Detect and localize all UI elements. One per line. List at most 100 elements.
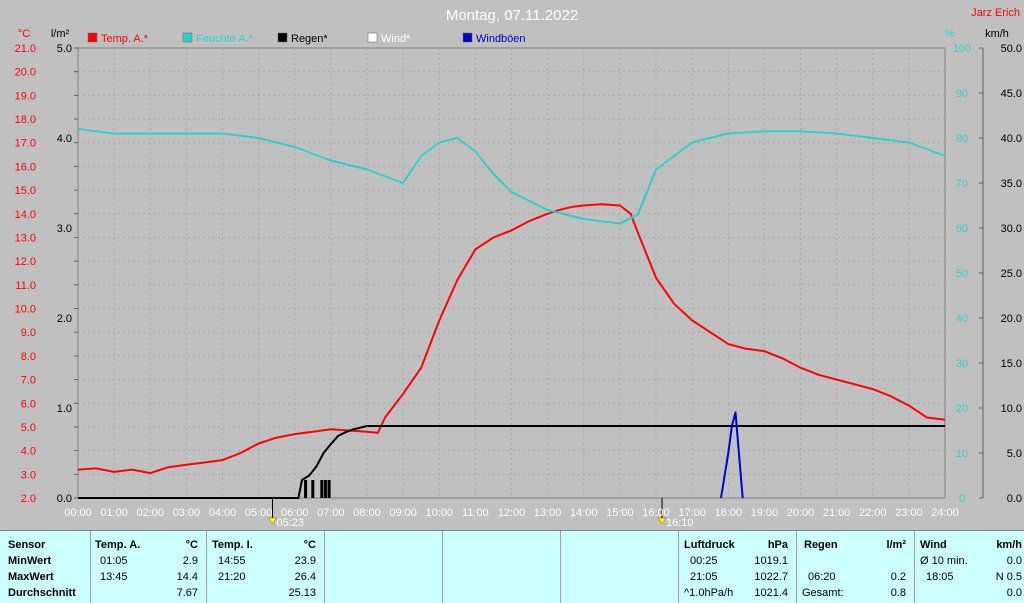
temp-a-header: Temp. A. xyxy=(95,539,141,551)
temp-tick-label: 5.0 xyxy=(21,422,36,434)
wind-tick-label: 45.0 xyxy=(1001,88,1022,100)
grid xyxy=(74,47,984,525)
rain-bar xyxy=(320,480,324,498)
temp-tick-label: 14.0 xyxy=(15,209,36,221)
sunset-label: 16:10 xyxy=(666,517,694,529)
pressure-header: Luftdruck xyxy=(684,539,735,551)
temp-tick-label: 19.0 xyxy=(15,90,36,102)
humidity-tick-label: 90 xyxy=(956,88,968,100)
wind-unit: km/h xyxy=(985,28,1009,40)
rain-unit: l/m² xyxy=(886,539,906,551)
rain-tick-label: 5.0 xyxy=(57,43,72,55)
x-tick-label: 04:00 xyxy=(209,507,237,519)
wind-tick-label: 0.0 xyxy=(1007,493,1022,505)
temp-tick-label: 16.0 xyxy=(15,161,36,173)
wind-tick-label: 50.0 xyxy=(1001,43,1022,55)
temperature-line xyxy=(77,203,946,475)
rain-header: Regen xyxy=(804,539,838,551)
temp-tick-label: 21.0 xyxy=(15,43,36,55)
wind-avg: 0.0 xyxy=(1006,555,1022,567)
humidity-tick-label: 20 xyxy=(956,403,968,415)
wind-last: 0.0 xyxy=(1006,587,1022,599)
stats-col-rain: Regen l/m² 06:20 0.2 Gesamt: 0.8 xyxy=(796,531,915,603)
rain-bar xyxy=(304,480,308,498)
stats-col-pressure: Luftdruck hPa 00:25 1019.1 21:05 1022.7 … xyxy=(678,531,797,603)
legend-swatch xyxy=(367,32,378,43)
legend-swatch xyxy=(277,32,288,43)
wind-tick-label: 30.0 xyxy=(1001,223,1022,235)
rain-unit: l/m² xyxy=(51,28,70,40)
humidity-tick-label: 50 xyxy=(956,268,968,280)
humidity-tick-label: 10 xyxy=(956,448,968,460)
pressure-min-time: 00:25 xyxy=(690,555,718,567)
sunrise-icon xyxy=(268,517,277,525)
weather-chart: 00:00 01:00 02:00 03:00 04:00 05:00 06:00 07:00… xyxy=(15,7,1022,529)
rain-line xyxy=(78,425,945,499)
series-layer xyxy=(77,128,946,499)
humidity-tick-label: 80 xyxy=(956,133,968,145)
rain-tick-label: 4.0 xyxy=(57,133,72,145)
wind-gust-line xyxy=(720,411,744,499)
x-tick-label: 10:00 xyxy=(425,507,453,519)
temp-i-min-time: 14:55 xyxy=(218,555,246,567)
temp-tick-label: 18.0 xyxy=(15,114,36,126)
axis-labels: 00:00 01:00 02:00 03:00 04:00 05:00 06:00 07:00… xyxy=(15,43,1022,529)
legend-swatch xyxy=(462,32,473,43)
wind-tick-label: 5.0 xyxy=(1007,448,1022,460)
temp-i-header: Temp. I. xyxy=(212,539,253,551)
temp-a-unit: °C xyxy=(185,539,198,551)
temp-i-unit: °C xyxy=(303,539,316,551)
x-tick-label: 16:00 xyxy=(642,507,670,519)
temp-i-max-val: 26.4 xyxy=(294,571,316,583)
pressure-trend: ^1.0hPa/h xyxy=(684,587,734,599)
stats-col-wind: Wind km/h Ø 10 min. 0.0 18:05 N 0.5 0.0 xyxy=(914,531,1024,603)
legend-label: Feuchte A.* xyxy=(196,33,254,45)
rain-tick-label: 2.0 xyxy=(57,313,72,325)
x-tick-label: 09:00 xyxy=(389,507,417,519)
x-tick-label: 07:00 xyxy=(317,507,345,519)
x-tick-label: 00:00 xyxy=(64,507,92,519)
temp-i-max-time: 21:20 xyxy=(218,571,246,583)
wind-tick-label: 35.0 xyxy=(1001,178,1022,190)
temp-tick-label: 10.0 xyxy=(15,304,36,316)
humidity-tick-label: 60 xyxy=(956,223,968,235)
x-tick-label: 24:00 xyxy=(931,507,959,519)
x-tick-label: 18:00 xyxy=(714,507,742,519)
rain-tick-label: 3.0 xyxy=(57,223,72,235)
humidity-tick-label: 100 xyxy=(953,43,971,55)
wind-unit-label: km/h xyxy=(996,539,1022,551)
rain-tick-label: 0.0 xyxy=(57,493,72,505)
temp-tick-label: 11.0 xyxy=(15,280,36,292)
x-tick-label: 19:00 xyxy=(751,507,779,519)
wind-max-val: N 0.5 xyxy=(995,571,1022,583)
temp-tick-label: 9.0 xyxy=(21,327,36,339)
pressure-avg: 1021.4 xyxy=(754,587,788,599)
max-label: MaxWert xyxy=(8,571,54,583)
humidity-tick-label: 0 xyxy=(959,493,965,505)
avg-label: Durchschnitt xyxy=(8,587,76,599)
x-tick-label: 21:00 xyxy=(823,507,851,519)
x-tick-label: 01:00 xyxy=(100,507,128,519)
humidity-tick-label: 30 xyxy=(956,358,968,370)
temp-a-min-time: 01:05 xyxy=(100,555,128,567)
x-tick-label: 15:00 xyxy=(606,507,634,519)
wind-tick-label: 10.0 xyxy=(1001,403,1022,415)
pressure-max-time: 21:05 xyxy=(690,571,718,583)
humidity-line xyxy=(77,128,946,225)
stats-col-empty-2 xyxy=(442,531,561,603)
author-label: Jarz Erich xyxy=(971,7,1020,19)
x-tick-label: 12:00 xyxy=(498,507,526,519)
x-tick-label: 03:00 xyxy=(173,507,201,519)
stats-col-sensor: Sensor MinWert MaxWert Durchschnitt xyxy=(0,531,91,603)
sensor-header: Sensor xyxy=(8,539,46,551)
legend-swatch xyxy=(87,32,98,43)
pressure-unit: hPa xyxy=(767,539,788,551)
rain-bar xyxy=(327,480,331,498)
legend-label: Wind* xyxy=(381,33,411,45)
wind-avg-label: Ø 10 min. xyxy=(920,555,968,567)
temp-i-avg: 25.13 xyxy=(288,587,316,599)
temp-i-min-val: 23.9 xyxy=(294,555,316,567)
x-tick-label: 14:00 xyxy=(570,507,598,519)
legend: Temp. A.* Feuchte A.* Regen* Wind* Windböen xyxy=(87,32,526,45)
temp-tick-label: 2.0 xyxy=(21,493,36,505)
